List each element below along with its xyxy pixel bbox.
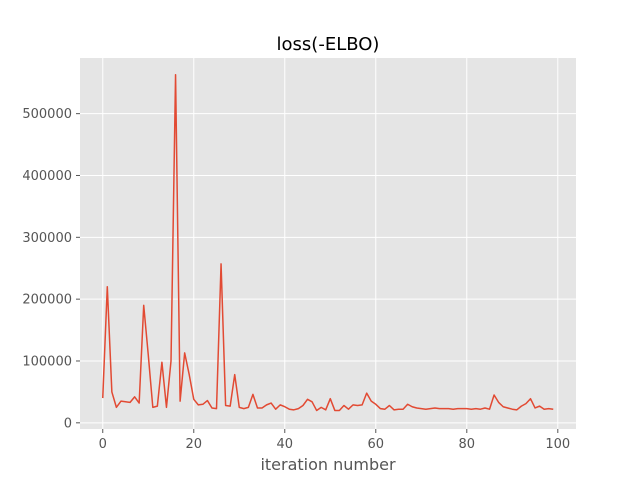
- y-tick-label: 400000: [22, 169, 72, 184]
- y-tick-label: 0: [64, 416, 72, 431]
- grid-lines: [80, 58, 576, 429]
- x-axis-label: iteration number: [260, 455, 396, 474]
- x-tick-labels: 0 20 40 60 80 100: [99, 437, 571, 452]
- y-tick-label: 300000: [22, 231, 72, 246]
- x-tick-label: 100: [545, 437, 570, 452]
- x-tick-label: 20: [185, 437, 202, 452]
- y-tick-label: 200000: [22, 293, 72, 308]
- chart-title: loss(-ELBO): [277, 34, 380, 55]
- x-tick-label: 80: [459, 437, 476, 452]
- y-tick-label: 100000: [22, 354, 72, 369]
- x-tick-label: 40: [276, 437, 293, 452]
- y-tick-label: 500000: [22, 107, 72, 122]
- x-tick-label: 60: [368, 437, 385, 452]
- axis-ticks: [76, 113, 559, 433]
- loss-series-line: [102, 73, 554, 412]
- x-tick-label: 0: [99, 437, 107, 452]
- y-tick-labels: 0 100000 200000 300000 400000 500000: [22, 107, 72, 431]
